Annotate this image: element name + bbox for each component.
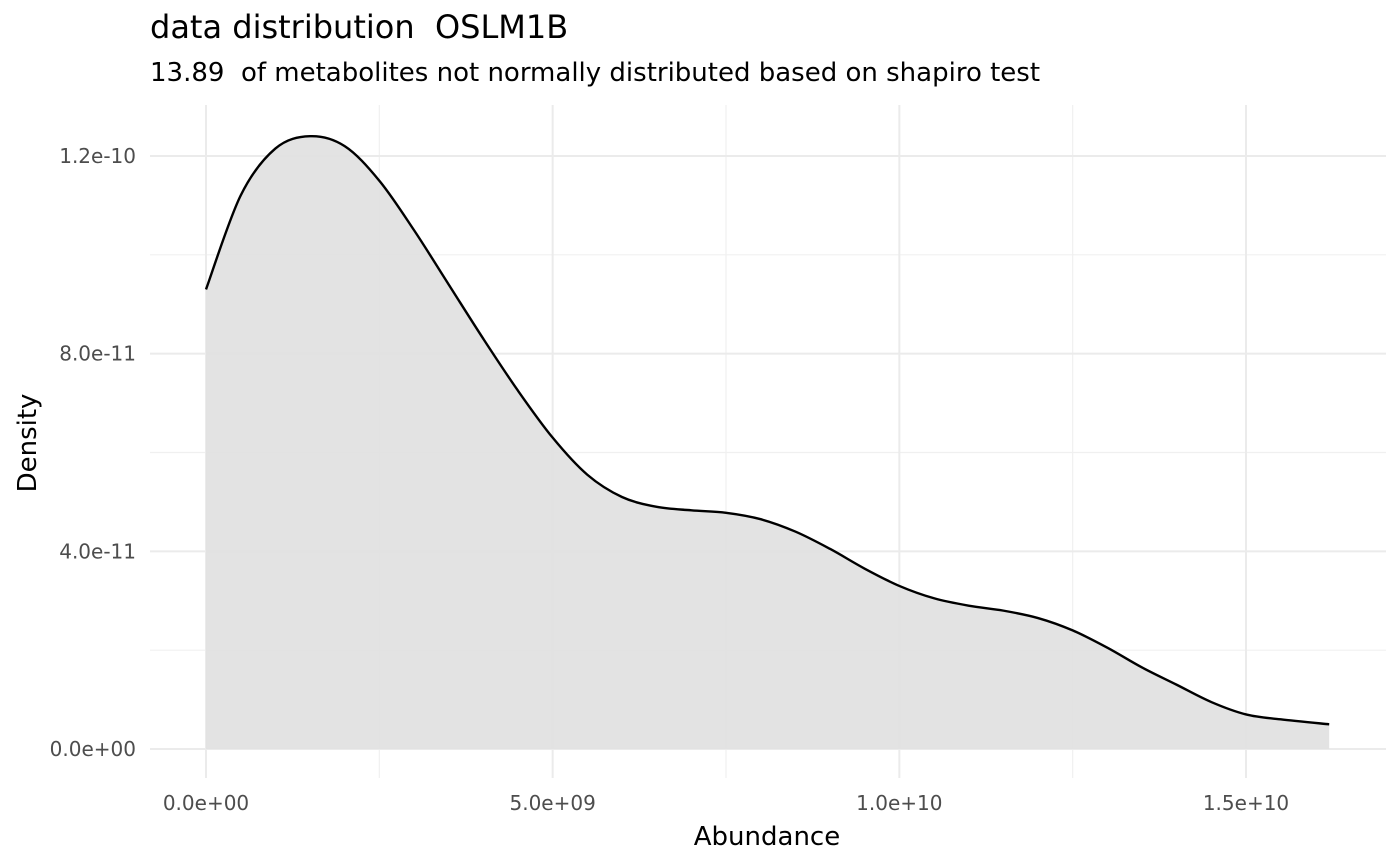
y-tick-label: 0.0e+00 — [50, 737, 136, 761]
y-axis-tick-labels: 0.0e+00 4.0e-11 8.0e-11 1.2e-10 — [50, 144, 136, 761]
x-tick-label: 5.0e+09 — [510, 791, 596, 815]
x-axis-title: Abundance — [694, 822, 840, 852]
y-tick-label: 1.2e-10 — [59, 144, 136, 168]
x-tick-label: 0.0e+00 — [163, 791, 249, 815]
chart-subtitle: 13.89 of metabolites not normally distri… — [150, 58, 1041, 88]
density-area — [206, 136, 1330, 750]
y-tick-label: 4.0e-11 — [59, 539, 136, 563]
y-axis-title: Density — [13, 394, 43, 493]
x-axis-tick-labels: 0.0e+00 5.0e+09 1.0e+10 1.5e+10 — [163, 791, 1289, 815]
density-line — [204, 135, 1330, 726]
y-tick-label: 8.0e-11 — [59, 342, 136, 366]
x-tick-label: 1.5e+10 — [1203, 791, 1289, 815]
density-marks — [204, 135, 1330, 750]
x-tick-label: 1.0e+10 — [856, 791, 942, 815]
chart-title: data distribution OSLM1B — [150, 8, 569, 46]
